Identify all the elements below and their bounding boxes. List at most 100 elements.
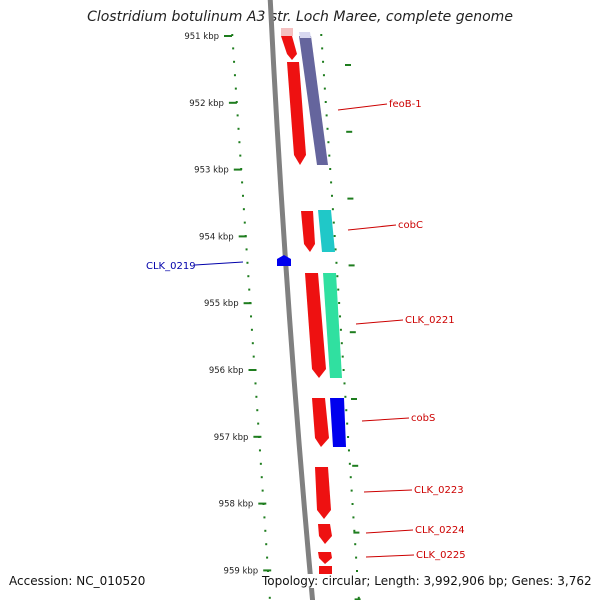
gene-label-clk0224[interactable]: CLK_0224 xyxy=(415,525,465,536)
ruler-major-tick xyxy=(263,569,272,572)
track-dot xyxy=(326,127,329,130)
cds-arrow-clk0224[interactable] xyxy=(318,524,332,544)
track-dot xyxy=(341,355,344,358)
topology-text: Topology: circular; Length: 3,992,906 bp… xyxy=(260,574,594,588)
feature-band-clk0221[interactable] xyxy=(323,273,342,378)
ruler-major-tick xyxy=(258,502,267,505)
track-dot xyxy=(356,570,358,572)
feature-band-feob[interactable] xyxy=(299,36,328,165)
cds-arrow-bottom[interactable] xyxy=(319,566,332,575)
track-dot xyxy=(344,395,347,398)
feature-band-feob-faint xyxy=(299,32,311,38)
cds-arrow-clk0221[interactable] xyxy=(305,273,326,378)
gene-label-clk0221[interactable]: CLK_0221 xyxy=(405,315,455,326)
track-dot xyxy=(340,342,343,345)
track-dot xyxy=(237,127,240,130)
gene-label-feob[interactable]: feoB-1 xyxy=(389,99,422,110)
track-dot xyxy=(321,47,324,50)
track-dot xyxy=(355,556,358,559)
track-dot xyxy=(323,87,326,90)
cds-arrow-cobc[interactable] xyxy=(301,211,315,252)
left-dotted-track xyxy=(231,34,271,599)
ruler-major-tick xyxy=(228,101,237,104)
cds-arrow-feob[interactable] xyxy=(287,62,306,165)
track-dot xyxy=(268,596,271,599)
track-dot xyxy=(324,101,327,103)
track-dot xyxy=(351,503,354,505)
track-dot xyxy=(336,275,339,278)
track-dot xyxy=(251,342,254,345)
ruler-major-tick xyxy=(243,302,252,305)
track-dot xyxy=(260,476,263,479)
track-dot xyxy=(241,194,244,197)
track-dot xyxy=(233,74,236,77)
ruler-tick-label: 959 kbp xyxy=(224,566,259,576)
track-dot xyxy=(335,261,338,264)
right-dotted-track xyxy=(320,34,360,599)
ruler-tick-label: 954 kbp xyxy=(199,232,234,242)
track-dot xyxy=(350,489,353,492)
track-dot xyxy=(334,248,337,251)
ruler-minor-tick xyxy=(351,398,357,400)
feature-band-cobc[interactable] xyxy=(318,210,335,252)
ruler-minor-tick xyxy=(349,331,356,334)
gene-label-clk0223[interactable]: CLK_0223 xyxy=(414,485,464,496)
gene-label-clk0219[interactable]: CLK_0219 xyxy=(146,261,196,272)
reverse-gene-clk0219[interactable] xyxy=(277,255,291,266)
genome-backbone xyxy=(267,0,316,600)
ruler-minor-tick xyxy=(346,130,353,133)
ruler-major-tick xyxy=(233,168,242,171)
gene-label-clk0225[interactable]: CLK_0225 xyxy=(416,550,466,561)
track-dot xyxy=(246,261,249,264)
track-dot xyxy=(250,328,253,331)
cds-arrow-top-faint xyxy=(281,28,293,36)
track-dot xyxy=(259,462,262,465)
track-dot xyxy=(339,315,342,318)
track-dot xyxy=(234,87,237,90)
track-dot xyxy=(349,476,352,479)
track-dot xyxy=(248,288,251,291)
ruler-tick-label: 955 kbp xyxy=(204,299,239,309)
gene-label-cobc[interactable]: cobC xyxy=(398,220,423,231)
track-dot xyxy=(330,194,333,197)
leader-line-feob xyxy=(337,103,388,111)
ruler-major-tick xyxy=(253,435,262,438)
ruler-tick-label: 953 kbp xyxy=(194,166,229,176)
track-dot xyxy=(258,449,261,452)
map-title: Clostridium botulinum A3 str. Loch Maree… xyxy=(87,9,513,25)
track-dot xyxy=(328,154,331,157)
track-dot xyxy=(241,181,244,184)
ruler-tick-label: 951 kbp xyxy=(184,32,219,42)
track-dot xyxy=(265,543,268,546)
track-dot xyxy=(322,74,325,77)
cds-arrow-clk0223[interactable] xyxy=(315,467,331,519)
cds-arrow-top[interactable] xyxy=(281,36,297,60)
track-dot xyxy=(346,422,349,425)
ruler-major-tick xyxy=(224,35,232,37)
leader-line-clk0224 xyxy=(365,529,414,534)
leader-line-clk0223 xyxy=(363,489,413,493)
gene-label-cobs[interactable]: cobS xyxy=(411,413,435,424)
track-dot xyxy=(266,556,269,559)
leader-line-clk0221 xyxy=(355,319,404,325)
track-dot xyxy=(345,409,348,412)
track-dot xyxy=(261,489,264,492)
track-dot xyxy=(342,369,345,371)
ruler-minor-tick xyxy=(345,64,351,66)
track-dot xyxy=(252,355,255,358)
track-dot xyxy=(264,529,267,532)
cds-arrow-clk0225[interactable] xyxy=(318,552,332,564)
track-dot xyxy=(245,248,248,251)
feature-band-cobs[interactable] xyxy=(330,398,346,447)
track-dot xyxy=(339,328,342,331)
track-dot xyxy=(320,34,323,36)
ruler-tick-label: 956 kbp xyxy=(209,366,244,376)
track-dot xyxy=(327,141,330,144)
ruler-tick-label: 958 kbp xyxy=(219,500,254,510)
cds-arrow-cobs[interactable] xyxy=(312,398,329,447)
track-dot xyxy=(233,60,236,63)
track-dot xyxy=(232,47,235,50)
ruler-minor-tick xyxy=(347,197,354,200)
ruler-tick-label: 957 kbp xyxy=(214,433,249,443)
